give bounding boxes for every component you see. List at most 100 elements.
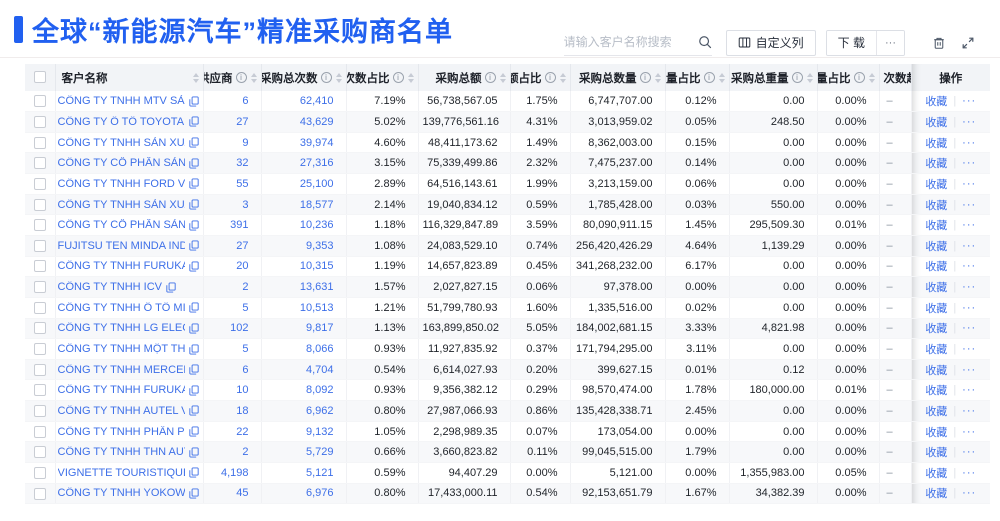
favorite-button[interactable]: 收藏	[925, 385, 948, 398]
header-suppliers[interactable]: 供应商	[203, 64, 262, 91]
copy-icon[interactable]	[188, 220, 199, 231]
header-total-amount[interactable]: 采购总额	[418, 64, 511, 91]
trash-icon[interactable]	[929, 33, 949, 53]
sort-icon[interactable]	[407, 72, 414, 83]
row-checkbox[interactable]	[33, 219, 46, 232]
row-more-button[interactable]: ···	[962, 115, 977, 128]
header-qty-pct[interactable]: 数量占比	[665, 64, 730, 91]
download-more-button[interactable]: ···	[876, 30, 904, 55]
row-checkbox[interactable]	[33, 260, 46, 273]
favorite-button[interactable]: 收藏	[925, 488, 948, 501]
copy-icon[interactable]	[188, 240, 199, 251]
copy-icon[interactable]	[188, 447, 199, 458]
copy-icon[interactable]	[188, 323, 199, 334]
favorite-button[interactable]: 收藏	[925, 261, 948, 274]
row-checkbox[interactable]	[33, 239, 46, 252]
favorite-button[interactable]: 收藏	[925, 344, 948, 356]
customer-name-link[interactable]: CÔNG TY TNHH Ô TÔ MITSUBI...	[57, 301, 185, 314]
copy-icon[interactable]	[188, 364, 199, 375]
sort-icon[interactable]	[559, 72, 566, 83]
copy-icon[interactable]	[188, 385, 199, 396]
row-more-button[interactable]: ···	[962, 425, 977, 438]
row-more-button[interactable]: ···	[962, 198, 977, 211]
search-box[interactable]	[563, 30, 712, 56]
row-more-button[interactable]: ···	[962, 466, 977, 479]
copy-icon[interactable]	[188, 178, 199, 189]
customer-name-link[interactable]: CÔNG TY TNHH SẢN XUẤT VÀ ...	[57, 136, 185, 149]
copy-icon[interactable]	[188, 426, 199, 437]
row-checkbox[interactable]	[33, 363, 46, 376]
favorite-button[interactable]: 收藏	[925, 426, 948, 439]
copy-icon[interactable]	[188, 116, 199, 127]
info-icon[interactable]	[235, 72, 247, 83]
row-checkbox[interactable]	[33, 446, 46, 459]
search-icon[interactable]	[698, 35, 712, 49]
favorite-button[interactable]: 收藏	[925, 467, 948, 480]
header-total-weight[interactable]: 采购总重量	[729, 64, 818, 91]
row-checkbox[interactable]	[33, 487, 46, 500]
row-more-button[interactable]: ···	[962, 487, 977, 500]
customer-name-link[interactable]: CÔNG TY TNHH MTV SẢN XUẤ...	[57, 95, 185, 108]
customer-name-link[interactable]: CÔNG TY TNHH MERCEDES–B...	[57, 363, 185, 376]
customer-name-link[interactable]: CÔNG TY TNHH MỘT THÀNH V...	[57, 343, 185, 355]
row-checkbox[interactable]	[33, 384, 46, 397]
row-checkbox[interactable]	[33, 322, 46, 335]
favorite-button[interactable]: 收藏	[925, 323, 948, 336]
row-more-button[interactable]: ···	[962, 239, 977, 252]
sort-icon[interactable]	[868, 72, 875, 83]
row-checkbox[interactable]	[33, 95, 46, 108]
row-more-button[interactable]: ···	[962, 363, 977, 376]
copy-icon[interactable]	[188, 96, 199, 107]
customer-name-link[interactable]: CÔNG TY TNHH FORD VIỆT NAM	[57, 177, 185, 190]
sort-icon[interactable]	[806, 72, 813, 83]
info-icon[interactable]	[484, 72, 496, 83]
row-checkbox[interactable]	[33, 425, 46, 438]
row-more-button[interactable]: ···	[962, 301, 977, 314]
customer-name-link[interactable]: CÔNG TY CỔ PHẦN SẢN XUẤT...	[57, 219, 185, 232]
favorite-button[interactable]: 收藏	[925, 447, 948, 460]
copy-icon[interactable]	[188, 199, 199, 210]
customer-name-link[interactable]: VIGNETTE TOURISTIQUE G UNI...	[57, 466, 185, 479]
favorite-button[interactable]: 收藏	[925, 137, 948, 150]
copy-icon[interactable]	[188, 405, 199, 416]
info-icon[interactable]	[639, 72, 651, 83]
custom-columns-button[interactable]: 自定义列	[725, 29, 816, 56]
customer-name-link[interactable]: CÔNG TY TNHH FURUKAWA A...	[57, 260, 185, 273]
header-total-qty[interactable]: 采购总数量	[570, 64, 666, 91]
favorite-button[interactable]: 收藏	[925, 240, 948, 253]
favorite-button[interactable]: 收藏	[925, 364, 948, 377]
favorite-button[interactable]: 收藏	[925, 158, 948, 171]
select-all-checkbox[interactable]	[33, 71, 46, 84]
search-input[interactable]	[563, 35, 698, 49]
row-checkbox[interactable]	[33, 281, 46, 294]
copy-icon[interactable]	[188, 302, 199, 313]
customer-name-link[interactable]: CÔNG TY Ô TÔ TOYOTA VIỆT ...	[57, 115, 185, 128]
header-weight-pct[interactable]: 重量占比	[817, 64, 880, 91]
sort-icon[interactable]	[718, 72, 725, 83]
info-icon[interactable]	[791, 72, 803, 83]
favorite-button[interactable]: 收藏	[925, 302, 948, 315]
row-more-button[interactable]: ···	[962, 384, 977, 397]
customer-name-link[interactable]: CÔNG TY TNHH ICV	[57, 281, 163, 294]
header-customer-name[interactable]: 客户名称	[55, 64, 204, 91]
row-more-button[interactable]: ···	[962, 404, 977, 417]
row-more-button[interactable]: ···	[962, 136, 977, 149]
row-more-button[interactable]: ···	[962, 219, 977, 232]
row-more-button[interactable]: ···	[962, 281, 977, 294]
favorite-button[interactable]: 收藏	[925, 199, 948, 212]
row-checkbox[interactable]	[33, 116, 46, 128]
row-more-button[interactable]: ···	[962, 95, 977, 108]
sort-icon[interactable]	[250, 72, 257, 83]
info-icon[interactable]	[320, 72, 332, 83]
sort-icon[interactable]	[654, 72, 661, 83]
row-checkbox[interactable]	[33, 177, 46, 190]
favorite-button[interactable]: 收藏	[925, 96, 948, 109]
customer-name-link[interactable]: CÔNG TY CỔ PHẦN SẢN XUẤT...	[57, 157, 185, 170]
info-icon[interactable]	[703, 72, 715, 83]
download-button[interactable]: 下 载	[826, 30, 876, 55]
row-checkbox[interactable]	[33, 157, 46, 170]
favorite-button[interactable]: 收藏	[925, 405, 948, 418]
customer-name-link[interactable]: CÔNG TY TNHH THN AUTOPAR...	[57, 446, 185, 459]
row-more-button[interactable]: ···	[962, 177, 977, 190]
header-times-trend[interactable]: 次数趋势	[879, 64, 912, 91]
